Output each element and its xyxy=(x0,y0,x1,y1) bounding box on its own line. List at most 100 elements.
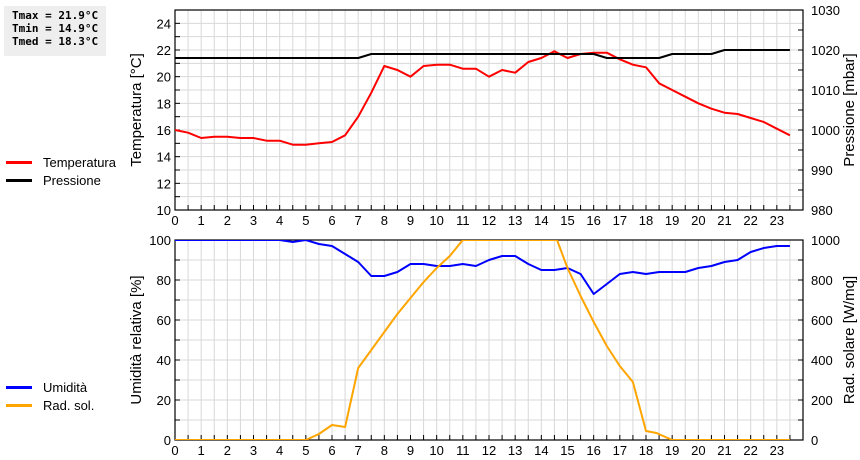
svg-text:2: 2 xyxy=(224,213,231,228)
svg-text:16: 16 xyxy=(586,443,600,458)
svg-text:10: 10 xyxy=(157,203,171,218)
legend-top-chart: Temperatura Pressione xyxy=(6,153,116,189)
svg-text:18: 18 xyxy=(157,96,171,111)
legend-bottom-chart: Umidità Rad. sol. xyxy=(6,378,94,414)
series-temperatura xyxy=(175,50,791,146)
tmax-stat: Tmax = 21.9°C xyxy=(12,9,99,22)
svg-text:8: 8 xyxy=(381,443,388,458)
svg-text:21: 21 xyxy=(717,443,731,458)
svg-text:10: 10 xyxy=(429,443,443,458)
svg-text:1: 1 xyxy=(198,213,205,228)
humidity-radiation-chart: 0 1 2 3 4 5 6 7 8 9 10 11 12 13 14 15 16 17 18 19 20 21 22 2302… xyxy=(128,233,858,458)
legend-label: Rad. sol. xyxy=(43,397,95,413)
series-pressione xyxy=(175,49,790,59)
svg-text:23: 23 xyxy=(770,443,784,458)
svg-text:1000: 1000 xyxy=(811,123,840,138)
svg-text:18: 18 xyxy=(639,213,653,228)
series-rad-sol- xyxy=(175,240,790,440)
svg-text:80: 80 xyxy=(157,273,171,288)
svg-text:11: 11 xyxy=(456,443,470,458)
svg-text:14: 14 xyxy=(157,150,171,165)
svg-text:16: 16 xyxy=(586,213,600,228)
svg-text:22: 22 xyxy=(743,213,757,228)
svg-text:Umidità relativa [%]: Umidità relativa [%] xyxy=(128,275,145,404)
svg-text:600: 600 xyxy=(811,313,833,328)
svg-text:1020: 1020 xyxy=(811,43,840,58)
svg-text:17: 17 xyxy=(613,213,627,228)
legend-swatch-red-line-icon xyxy=(6,160,32,164)
svg-text:1030: 1030 xyxy=(811,3,840,18)
tmin-stat: Tmin = 14.9°C xyxy=(12,22,99,35)
svg-text:15: 15 xyxy=(560,443,574,458)
svg-text:Rad. solare [W/mq]: Rad. solare [W/mq] xyxy=(841,276,858,404)
svg-text:5: 5 xyxy=(302,443,309,458)
legend-item-umidita: Umidità xyxy=(6,378,94,396)
svg-text:13: 13 xyxy=(508,213,522,228)
svg-text:18: 18 xyxy=(639,443,653,458)
temperature-pressure-chart: 0 1 2 3 4 5 6 7 8 9 10 11 12 13 14 15 16 17 18 19 20 21 22 2310… xyxy=(128,3,858,228)
svg-text:7: 7 xyxy=(355,443,362,458)
svg-text:12: 12 xyxy=(157,176,171,191)
series-umidit- xyxy=(175,240,790,295)
svg-text:3: 3 xyxy=(250,213,257,228)
legend-swatch-orange-line-icon xyxy=(6,403,32,407)
legend-swatch-black-line-icon xyxy=(6,178,32,182)
svg-text:21: 21 xyxy=(717,213,731,228)
svg-text:20: 20 xyxy=(157,70,171,85)
svg-text:17: 17 xyxy=(613,443,627,458)
svg-text:22: 22 xyxy=(743,443,757,458)
svg-text:4: 4 xyxy=(276,443,283,458)
svg-text:6: 6 xyxy=(328,443,335,458)
svg-text:0: 0 xyxy=(164,433,171,448)
legend-swatch-blue-line-icon xyxy=(6,385,32,389)
svg-text:9: 9 xyxy=(407,213,414,228)
svg-text:0: 0 xyxy=(171,213,178,228)
svg-text:7: 7 xyxy=(355,213,362,228)
svg-text:24: 24 xyxy=(157,16,171,31)
svg-text:19: 19 xyxy=(665,213,679,228)
svg-text:20: 20 xyxy=(691,443,705,458)
svg-text:1010: 1010 xyxy=(811,83,840,98)
svg-text:200: 200 xyxy=(811,393,833,408)
svg-text:400: 400 xyxy=(811,353,833,368)
legend-label: Pressione xyxy=(43,172,101,188)
svg-text:980: 980 xyxy=(811,203,833,218)
svg-text:14: 14 xyxy=(534,443,548,458)
svg-text:4: 4 xyxy=(276,213,283,228)
svg-text:1: 1 xyxy=(198,443,205,458)
svg-text:11: 11 xyxy=(456,213,470,228)
svg-text:22: 22 xyxy=(157,43,171,58)
svg-text:1000: 1000 xyxy=(811,233,840,248)
svg-text:40: 40 xyxy=(157,353,171,368)
legend-item-temperatura: Temperatura xyxy=(6,153,116,171)
svg-text:990: 990 xyxy=(811,163,833,178)
svg-text:100: 100 xyxy=(149,233,171,248)
temperature-stats-box: Tmax = 21.9°C Tmin = 14.9°C Tmed = 18.3°C xyxy=(4,6,106,56)
svg-text:Pressione [mbar]: Pressione [mbar] xyxy=(841,53,858,166)
svg-text:Temperatura [°C]: Temperatura [°C] xyxy=(128,53,145,167)
legend-item-rad-sol: Rad. sol. xyxy=(6,396,94,414)
legend-label: Temperatura xyxy=(43,154,116,170)
svg-text:12: 12 xyxy=(482,213,496,228)
svg-text:14: 14 xyxy=(534,213,548,228)
svg-text:3: 3 xyxy=(250,443,257,458)
svg-text:13: 13 xyxy=(508,443,522,458)
svg-text:19: 19 xyxy=(665,443,679,458)
svg-text:10: 10 xyxy=(429,213,443,228)
legend-item-pressione: Pressione xyxy=(6,171,116,189)
svg-text:16: 16 xyxy=(157,123,171,138)
tmed-stat: Tmed = 18.3°C xyxy=(12,35,99,48)
svg-text:2: 2 xyxy=(224,443,231,458)
svg-text:20: 20 xyxy=(691,213,705,228)
svg-text:5: 5 xyxy=(302,213,309,228)
svg-text:8: 8 xyxy=(381,213,388,228)
svg-text:0: 0 xyxy=(171,443,178,458)
svg-text:0: 0 xyxy=(811,433,818,448)
svg-text:15: 15 xyxy=(560,213,574,228)
legend-label: Umidità xyxy=(43,379,88,395)
svg-text:800: 800 xyxy=(811,273,833,288)
svg-text:20: 20 xyxy=(157,393,171,408)
svg-text:23: 23 xyxy=(770,213,784,228)
svg-text:12: 12 xyxy=(482,443,496,458)
